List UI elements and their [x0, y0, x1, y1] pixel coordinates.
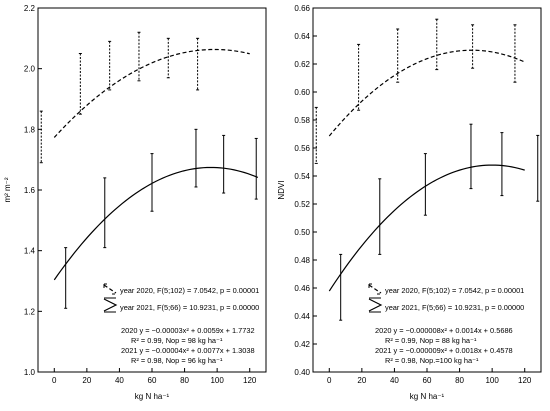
- error-bar: [78, 53, 82, 115]
- y-tick-label: 0.56: [294, 144, 310, 153]
- x-tick-label: 100: [485, 376, 499, 385]
- y-tick-label: 0.54: [294, 172, 310, 181]
- x-tick-label: 120: [243, 376, 257, 385]
- legend-dashed-icon: [103, 284, 117, 294]
- fit-curve: [53, 166, 259, 281]
- error-bar: [254, 137, 258, 200]
- y-tick-label: 0.60: [294, 88, 310, 97]
- error-bar: [39, 110, 43, 164]
- error-bar: [64, 247, 68, 309]
- y-tick-label: 0.64: [294, 32, 310, 41]
- legend-label-2021: year 2021, F(5;66) = 10.9231, p = 0.0000…: [120, 303, 259, 312]
- error-bar: [357, 43, 361, 111]
- y-tick-label: 2.2: [24, 4, 36, 13]
- x-axis-title: kg N ha⁻¹: [135, 392, 170, 401]
- error-bar: [378, 178, 382, 255]
- legend-label-2020: year 2020, F(5;102) = 7.0542, p = 0.0000…: [120, 286, 259, 295]
- legend: year 2020, F(5;102) = 7.0542, p = 0.0000…: [103, 283, 259, 313]
- x-tick-label: 100: [210, 376, 224, 385]
- error-bar: [339, 253, 343, 321]
- x-tick-label: 20: [357, 376, 366, 385]
- y-tick-label: 1.8: [24, 125, 36, 134]
- error-bar: [166, 37, 170, 79]
- error-bar: [222, 134, 226, 194]
- equations: 2020 y = −0.00003x² + 0.0059x + 1.7732R²…: [121, 326, 255, 365]
- y-tick-label: 0.40: [294, 368, 310, 377]
- error-bar: [103, 177, 107, 249]
- equation-line: 2020 y = −0.000008x² + 0.0014x + 0.5686: [375, 326, 513, 335]
- y-axis-title: m² m⁻²: [3, 177, 12, 202]
- x-tick-label: 0: [327, 376, 332, 385]
- error-bar: [137, 31, 141, 82]
- x-tick-label: 0: [52, 376, 57, 385]
- error-bar: [108, 40, 112, 91]
- legend-solid-icon: [103, 298, 118, 312]
- error-bar: [194, 128, 198, 188]
- error-bar: [396, 28, 400, 83]
- legend-solid-icon: [368, 298, 383, 312]
- error-bar: [196, 37, 200, 91]
- series-2021: [53, 128, 259, 309]
- y-tick-label: 0.58: [294, 116, 310, 125]
- y-tick-label: 0.50: [294, 228, 310, 237]
- equations: 2020 y = −0.000008x² + 0.0014x + 0.5686R…: [375, 326, 513, 365]
- y-tick-label: 2.0: [24, 65, 36, 74]
- error-bar: [469, 123, 473, 190]
- legend-label-2020: year 2020, F(5;102) = 7.0542, p = 0.0000…: [385, 286, 524, 295]
- x-tick-label: 80: [455, 376, 464, 385]
- y-tick-label: 0.46: [294, 284, 310, 293]
- equation-line: 2021 y = −0.00004x² + 0.0077x + 1.3038: [121, 346, 255, 355]
- equation-line: 2020 y = −0.00003x² + 0.0059x + 1.7732: [121, 326, 255, 335]
- y-tick-label: 0.52: [294, 200, 310, 209]
- series-2020: [314, 18, 525, 164]
- x-tick-label: 120: [518, 376, 532, 385]
- error-bar: [500, 132, 504, 197]
- error-bar: [150, 153, 154, 212]
- error-bar: [513, 24, 517, 83]
- error-bar: [423, 153, 427, 216]
- error-bar: [536, 134, 540, 202]
- series-2020: [39, 31, 250, 164]
- x-tick-label: 40: [115, 376, 124, 385]
- y-tick-label: 0.44: [294, 312, 310, 321]
- y-tick-label: 1.6: [24, 186, 36, 195]
- chart-panel-2: 0.40 0.42 0.44 0.46 0.48 0.50 0.52 0.54 0.56 0.58…: [277, 4, 542, 401]
- x-tick-label: 60: [148, 376, 157, 385]
- error-bar: [314, 106, 318, 164]
- y-tick-label: 0.42: [294, 340, 310, 349]
- y-tick-label: 0.48: [294, 256, 310, 265]
- chart-panel-1: 1.0 1.2 1.4 1.6 1.8 2.0 2.2 0 20 40 60 80 100 120 kg N…: [3, 4, 267, 401]
- equation-line: R² = 0.99, Nop = 88 kg ha⁻¹: [385, 336, 477, 345]
- equation-line: R² = 0.98, Nop.=100 kg ha⁻¹: [385, 356, 479, 365]
- y-tick-label: 1.2: [24, 307, 36, 316]
- y-tick-label: 1.4: [24, 247, 36, 256]
- equation-line: R² = 0.98, Nop = 96 kg ha⁻¹: [131, 356, 223, 365]
- fit-curve: [53, 48, 250, 138]
- y-tick-label: 0.66: [294, 4, 310, 13]
- equation-line: R² = 0.99, Nop = 98 kg ha⁻¹: [131, 336, 223, 345]
- x-tick-label: 60: [423, 376, 432, 385]
- x-tick-label: 80: [180, 376, 189, 385]
- y-tick-label: 0.62: [294, 60, 310, 69]
- fit-curve: [328, 164, 525, 292]
- fit-curve: [328, 49, 525, 137]
- legend: year 2020, F(5;102) = 7.0542, p = 0.0000…: [368, 283, 524, 313]
- series-2021: [328, 123, 540, 321]
- plot-frame: [312, 7, 542, 373]
- legend-dashed-icon: [368, 284, 382, 294]
- x-tick-label: 20: [82, 376, 91, 385]
- y-axis-title: NDVI: [277, 180, 286, 199]
- y-tick-label: 1.0: [24, 368, 36, 377]
- error-bar: [471, 24, 475, 69]
- x-tick-label: 40: [390, 376, 399, 385]
- legend-label-2021: year 2021, F(5;66) = 10.9231, p = 0.0000…: [385, 303, 524, 312]
- equation-line: 2021 y = −0.000009x² + 0.0018x + 0.4578: [375, 346, 513, 355]
- x-axis-title: kg N ha⁻¹: [410, 392, 445, 401]
- error-bar: [435, 18, 439, 71]
